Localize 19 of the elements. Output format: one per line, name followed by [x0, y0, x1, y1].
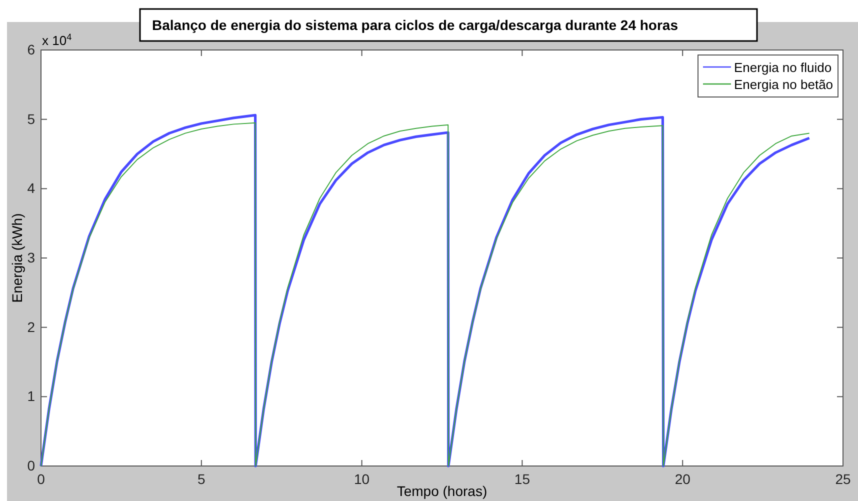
- x-tick-label: 10: [354, 470, 370, 487]
- legend-label: Energia no fluido: [734, 60, 832, 75]
- y-tick-label: 5: [27, 110, 36, 127]
- chart-title: Balanço de energia do sistema para ciclos de carga/descarga durante 24 horas: [152, 17, 678, 33]
- x-axis-title: Tempo (horas): [396, 483, 488, 499]
- x-tick-label: 0: [37, 470, 46, 487]
- y-axis-title: Energia (kWh): [9, 213, 25, 303]
- y-tick-label: 3: [27, 249, 36, 266]
- x-tick-label: 15: [514, 470, 530, 487]
- y-tick-label: 0: [27, 457, 36, 474]
- text: x 10$^{4}$: [42, 32, 72, 48]
- x-tick-label: 5: [198, 470, 206, 487]
- y-tick-label: 6: [27, 41, 36, 58]
- legend-label: Energia no betão: [734, 77, 834, 92]
- x-tick-label: 20: [674, 470, 691, 487]
- y-tick-label: 1: [27, 388, 36, 404]
- y-tick-label: 2: [27, 318, 36, 335]
- x-tick-label: 25: [835, 470, 851, 487]
- y-tick-label: 4: [27, 180, 36, 196]
